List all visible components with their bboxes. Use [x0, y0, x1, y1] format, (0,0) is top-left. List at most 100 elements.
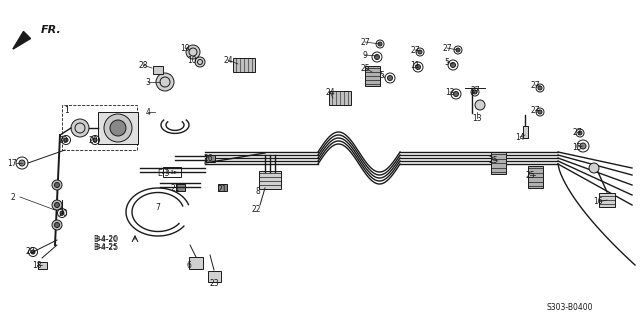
Text: B-4-20: B-4-20: [95, 236, 117, 242]
Text: 14: 14: [515, 132, 525, 141]
Bar: [153, 66, 163, 74]
Bar: [189, 257, 203, 269]
Circle shape: [186, 45, 200, 59]
Circle shape: [52, 180, 62, 190]
Bar: [490, 152, 506, 174]
Text: 13: 13: [472, 114, 482, 123]
Bar: [218, 183, 227, 190]
Circle shape: [538, 86, 542, 90]
Text: 27: 27: [470, 85, 480, 94]
Text: 23: 23: [209, 278, 219, 287]
Text: S303-B0400: S303-B0400: [547, 303, 593, 313]
Text: 1: 1: [65, 106, 69, 115]
Text: 17: 17: [7, 158, 17, 167]
Text: 27: 27: [572, 127, 582, 137]
Bar: [175, 183, 184, 190]
Text: E-3►: E-3►: [165, 170, 179, 174]
Circle shape: [54, 182, 60, 188]
Bar: [522, 126, 527, 138]
Text: 27: 27: [360, 37, 370, 46]
Text: 24: 24: [223, 55, 233, 65]
Text: 25: 25: [488, 156, 498, 164]
Text: 25: 25: [525, 171, 535, 180]
Circle shape: [19, 160, 25, 166]
Bar: [38, 261, 47, 268]
Text: 21: 21: [217, 185, 227, 194]
Circle shape: [580, 143, 586, 149]
Text: 12: 12: [445, 87, 455, 97]
Text: 25: 25: [360, 63, 370, 73]
Circle shape: [374, 54, 380, 60]
Text: 20: 20: [88, 135, 98, 145]
Circle shape: [415, 65, 420, 69]
Circle shape: [109, 120, 118, 128]
Circle shape: [454, 92, 458, 97]
Bar: [599, 193, 615, 207]
Circle shape: [451, 62, 456, 68]
Circle shape: [120, 124, 128, 132]
Circle shape: [54, 203, 60, 207]
Circle shape: [71, 119, 89, 137]
Circle shape: [108, 124, 116, 132]
Bar: [329, 91, 351, 105]
Text: E-3: E-3: [157, 169, 169, 178]
Text: 5: 5: [380, 70, 385, 79]
Text: 26: 26: [203, 154, 213, 163]
Circle shape: [54, 222, 60, 228]
Bar: [259, 171, 281, 189]
Bar: [527, 166, 543, 188]
Text: 27: 27: [530, 81, 540, 90]
Circle shape: [60, 211, 64, 215]
Bar: [62, 105, 137, 150]
Text: 21: 21: [170, 183, 180, 193]
Circle shape: [64, 138, 68, 142]
Bar: [233, 58, 255, 72]
Text: FR.: FR.: [41, 25, 61, 35]
Text: 19: 19: [180, 44, 190, 52]
Text: 20: 20: [25, 247, 35, 257]
Text: 3: 3: [145, 77, 150, 86]
Text: B-4-25: B-4-25: [93, 243, 118, 252]
Bar: [207, 270, 221, 282]
Text: 27: 27: [530, 106, 540, 115]
Circle shape: [387, 76, 392, 81]
Circle shape: [118, 128, 126, 136]
Text: 20: 20: [58, 209, 68, 218]
Circle shape: [538, 110, 542, 114]
Text: B-4-20: B-4-20: [93, 235, 118, 244]
Text: 24: 24: [325, 87, 335, 97]
Circle shape: [109, 128, 118, 136]
Text: 8: 8: [255, 188, 260, 196]
Circle shape: [114, 118, 122, 126]
Circle shape: [114, 130, 122, 138]
Text: 5: 5: [445, 58, 449, 67]
Text: 4: 4: [145, 108, 150, 116]
Circle shape: [52, 200, 62, 210]
Text: 6: 6: [187, 260, 191, 269]
Circle shape: [418, 50, 422, 54]
Circle shape: [195, 57, 205, 67]
Circle shape: [378, 42, 382, 46]
Circle shape: [156, 73, 174, 91]
Text: 22: 22: [252, 205, 260, 214]
Text: 20: 20: [58, 135, 68, 145]
Text: 7: 7: [156, 204, 161, 212]
Text: 27: 27: [442, 44, 452, 52]
Text: 10: 10: [187, 55, 197, 65]
Polygon shape: [13, 31, 31, 49]
Circle shape: [578, 131, 582, 135]
Circle shape: [475, 100, 485, 110]
Circle shape: [104, 114, 132, 142]
Bar: [163, 167, 181, 177]
Circle shape: [473, 90, 477, 94]
Bar: [205, 155, 214, 162]
Text: 9: 9: [363, 51, 367, 60]
Circle shape: [589, 163, 599, 173]
Bar: [98, 112, 138, 144]
Text: 15: 15: [572, 142, 582, 151]
Text: 28: 28: [138, 60, 148, 69]
Circle shape: [52, 220, 62, 230]
Circle shape: [118, 120, 126, 128]
Circle shape: [93, 138, 97, 142]
Text: B-4-25: B-4-25: [95, 244, 117, 250]
